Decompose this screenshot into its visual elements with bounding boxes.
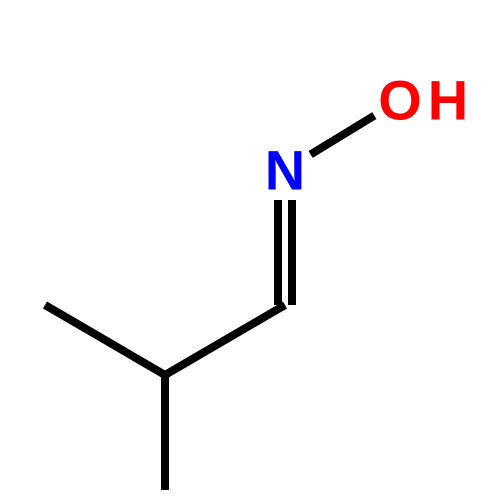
bonds-layer — [45, 116, 374, 490]
bond-single — [311, 116, 375, 155]
atom-label-H: H — [428, 69, 468, 132]
labels-layer: N OH — [265, 69, 468, 202]
atom-label-N: N — [265, 139, 305, 202]
bond-single — [165, 305, 285, 375]
bond-single — [45, 305, 165, 375]
atom-label-O: O — [378, 69, 422, 132]
molecule-diagram: N OH — [0, 0, 500, 500]
